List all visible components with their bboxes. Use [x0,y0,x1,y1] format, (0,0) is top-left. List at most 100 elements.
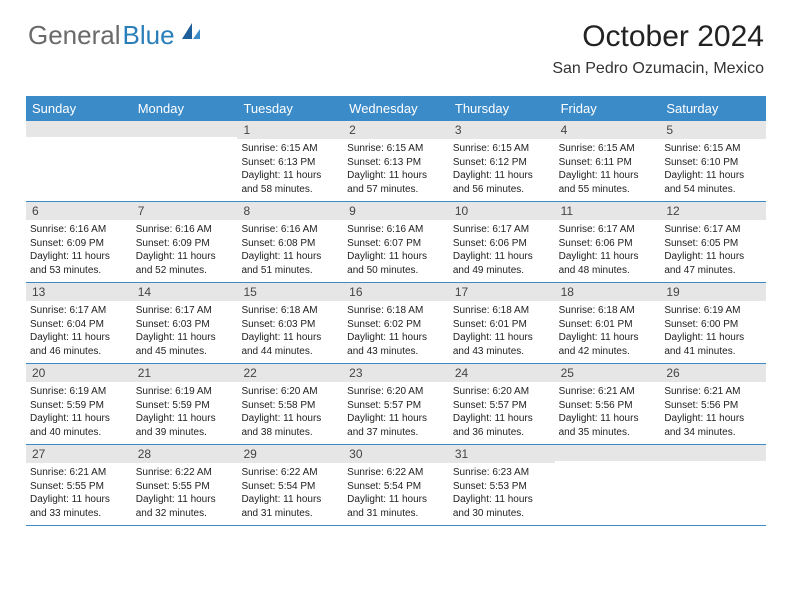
dayname-sunday: Sunday [26,96,132,121]
calendar-cell: 7Sunrise: 6:16 AMSunset: 6:09 PMDaylight… [132,202,238,282]
daylight-text: Daylight: 11 hours and 37 minutes. [347,412,445,439]
day-details: Sunrise: 6:17 AMSunset: 6:06 PMDaylight:… [449,220,555,277]
day-number: 27 [26,445,132,463]
day-number: 20 [26,364,132,382]
calendar-cell: 6Sunrise: 6:16 AMSunset: 6:09 PMDaylight… [26,202,132,282]
day-details: Sunrise: 6:15 AMSunset: 6:11 PMDaylight:… [555,139,661,196]
calendar-row: 1Sunrise: 6:15 AMSunset: 6:13 PMDaylight… [26,121,766,202]
day-details: Sunrise: 6:17 AMSunset: 6:05 PMDaylight:… [660,220,766,277]
day-number: 28 [132,445,238,463]
calendar-row: 13Sunrise: 6:17 AMSunset: 6:04 PMDayligh… [26,283,766,364]
logo-text-general: General [28,20,121,51]
sunrise-text: Sunrise: 6:21 AM [664,385,762,399]
sunset-text: Sunset: 6:07 PM [347,237,445,251]
sunset-text: Sunset: 5:59 PM [30,399,128,413]
calendar-cell: 19Sunrise: 6:19 AMSunset: 6:00 PMDayligh… [660,283,766,363]
sunset-text: Sunset: 5:57 PM [347,399,445,413]
daylight-text: Daylight: 11 hours and 51 minutes. [241,250,339,277]
day-details: Sunrise: 6:16 AMSunset: 6:07 PMDaylight:… [343,220,449,277]
sunrise-text: Sunrise: 6:16 AM [30,223,128,237]
day-number [132,121,238,137]
calendar-cell: 28Sunrise: 6:22 AMSunset: 5:55 PMDayligh… [132,445,238,525]
day-number: 26 [660,364,766,382]
day-details: Sunrise: 6:22 AMSunset: 5:54 PMDaylight:… [343,463,449,520]
daylight-text: Daylight: 11 hours and 45 minutes. [136,331,234,358]
day-number: 16 [343,283,449,301]
sunrise-text: Sunrise: 6:19 AM [30,385,128,399]
day-number: 8 [237,202,343,220]
calendar-cell: 10Sunrise: 6:17 AMSunset: 6:06 PMDayligh… [449,202,555,282]
sunrise-text: Sunrise: 6:16 AM [241,223,339,237]
calendar-dayname-row: Sunday Monday Tuesday Wednesday Thursday… [26,96,766,121]
sunrise-text: Sunrise: 6:16 AM [347,223,445,237]
daylight-text: Daylight: 11 hours and 30 minutes. [453,493,551,520]
sunrise-text: Sunrise: 6:19 AM [136,385,234,399]
sunset-text: Sunset: 6:13 PM [241,156,339,170]
daylight-text: Daylight: 11 hours and 35 minutes. [559,412,657,439]
daylight-text: Daylight: 11 hours and 43 minutes. [347,331,445,358]
sunrise-text: Sunrise: 6:18 AM [347,304,445,318]
sunrise-text: Sunrise: 6:19 AM [664,304,762,318]
sunrise-text: Sunrise: 6:17 AM [559,223,657,237]
daylight-text: Daylight: 11 hours and 54 minutes. [664,169,762,196]
day-details: Sunrise: 6:16 AMSunset: 6:09 PMDaylight:… [26,220,132,277]
day-number: 25 [555,364,661,382]
dayname-saturday: Saturday [660,96,766,121]
logo-text-blue: Blue [123,20,175,51]
sunset-text: Sunset: 6:12 PM [453,156,551,170]
daylight-text: Daylight: 11 hours and 42 minutes. [559,331,657,358]
day-number: 4 [555,121,661,139]
day-details: Sunrise: 6:21 AMSunset: 5:56 PMDaylight:… [555,382,661,439]
day-details: Sunrise: 6:20 AMSunset: 5:58 PMDaylight:… [237,382,343,439]
sunrise-text: Sunrise: 6:20 AM [241,385,339,399]
sunset-text: Sunset: 6:10 PM [664,156,762,170]
sunrise-text: Sunrise: 6:18 AM [241,304,339,318]
sunrise-text: Sunrise: 6:15 AM [347,142,445,156]
daylight-text: Daylight: 11 hours and 33 minutes. [30,493,128,520]
sunset-text: Sunset: 6:02 PM [347,318,445,332]
sunset-text: Sunset: 6:01 PM [453,318,551,332]
calendar-cell [660,445,766,525]
day-details: Sunrise: 6:22 AMSunset: 5:54 PMDaylight:… [237,463,343,520]
sunset-text: Sunset: 6:03 PM [136,318,234,332]
day-number: 14 [132,283,238,301]
calendar-cell: 24Sunrise: 6:20 AMSunset: 5:57 PMDayligh… [449,364,555,444]
sunrise-text: Sunrise: 6:17 AM [30,304,128,318]
calendar-cell: 14Sunrise: 6:17 AMSunset: 6:03 PMDayligh… [132,283,238,363]
day-details: Sunrise: 6:15 AMSunset: 6:13 PMDaylight:… [237,139,343,196]
day-details: Sunrise: 6:16 AMSunset: 6:09 PMDaylight:… [132,220,238,277]
calendar-cell: 5Sunrise: 6:15 AMSunset: 6:10 PMDaylight… [660,121,766,201]
day-details: Sunrise: 6:16 AMSunset: 6:08 PMDaylight:… [237,220,343,277]
logo: General Blue [28,20,202,51]
day-details: Sunrise: 6:18 AMSunset: 6:01 PMDaylight:… [555,301,661,358]
day-details: Sunrise: 6:17 AMSunset: 6:03 PMDaylight:… [132,301,238,358]
day-number: 2 [343,121,449,139]
day-number: 30 [343,445,449,463]
calendar-cell: 29Sunrise: 6:22 AMSunset: 5:54 PMDayligh… [237,445,343,525]
sunrise-text: Sunrise: 6:20 AM [347,385,445,399]
sunrise-text: Sunrise: 6:23 AM [453,466,551,480]
calendar-cell: 4Sunrise: 6:15 AMSunset: 6:11 PMDaylight… [555,121,661,201]
sunset-text: Sunset: 6:00 PM [664,318,762,332]
calendar-cell: 31Sunrise: 6:23 AMSunset: 5:53 PMDayligh… [449,445,555,525]
day-number: 3 [449,121,555,139]
calendar-cell: 21Sunrise: 6:19 AMSunset: 5:59 PMDayligh… [132,364,238,444]
calendar-row: 20Sunrise: 6:19 AMSunset: 5:59 PMDayligh… [26,364,766,445]
calendar-cell: 15Sunrise: 6:18 AMSunset: 6:03 PMDayligh… [237,283,343,363]
day-number: 11 [555,202,661,220]
calendar-body: 1Sunrise: 6:15 AMSunset: 6:13 PMDaylight… [26,121,766,526]
sunrise-text: Sunrise: 6:15 AM [453,142,551,156]
sunset-text: Sunset: 5:55 PM [30,480,128,494]
daylight-text: Daylight: 11 hours and 53 minutes. [30,250,128,277]
day-details: Sunrise: 6:22 AMSunset: 5:55 PMDaylight:… [132,463,238,520]
daylight-text: Daylight: 11 hours and 41 minutes. [664,331,762,358]
calendar-cell: 9Sunrise: 6:16 AMSunset: 6:07 PMDaylight… [343,202,449,282]
daylight-text: Daylight: 11 hours and 40 minutes. [30,412,128,439]
daylight-text: Daylight: 11 hours and 49 minutes. [453,250,551,277]
daylight-text: Daylight: 11 hours and 32 minutes. [136,493,234,520]
daylight-text: Daylight: 11 hours and 31 minutes. [347,493,445,520]
calendar-cell: 8Sunrise: 6:16 AMSunset: 6:08 PMDaylight… [237,202,343,282]
dayname-wednesday: Wednesday [343,96,449,121]
calendar-cell: 17Sunrise: 6:18 AMSunset: 6:01 PMDayligh… [449,283,555,363]
day-number: 17 [449,283,555,301]
